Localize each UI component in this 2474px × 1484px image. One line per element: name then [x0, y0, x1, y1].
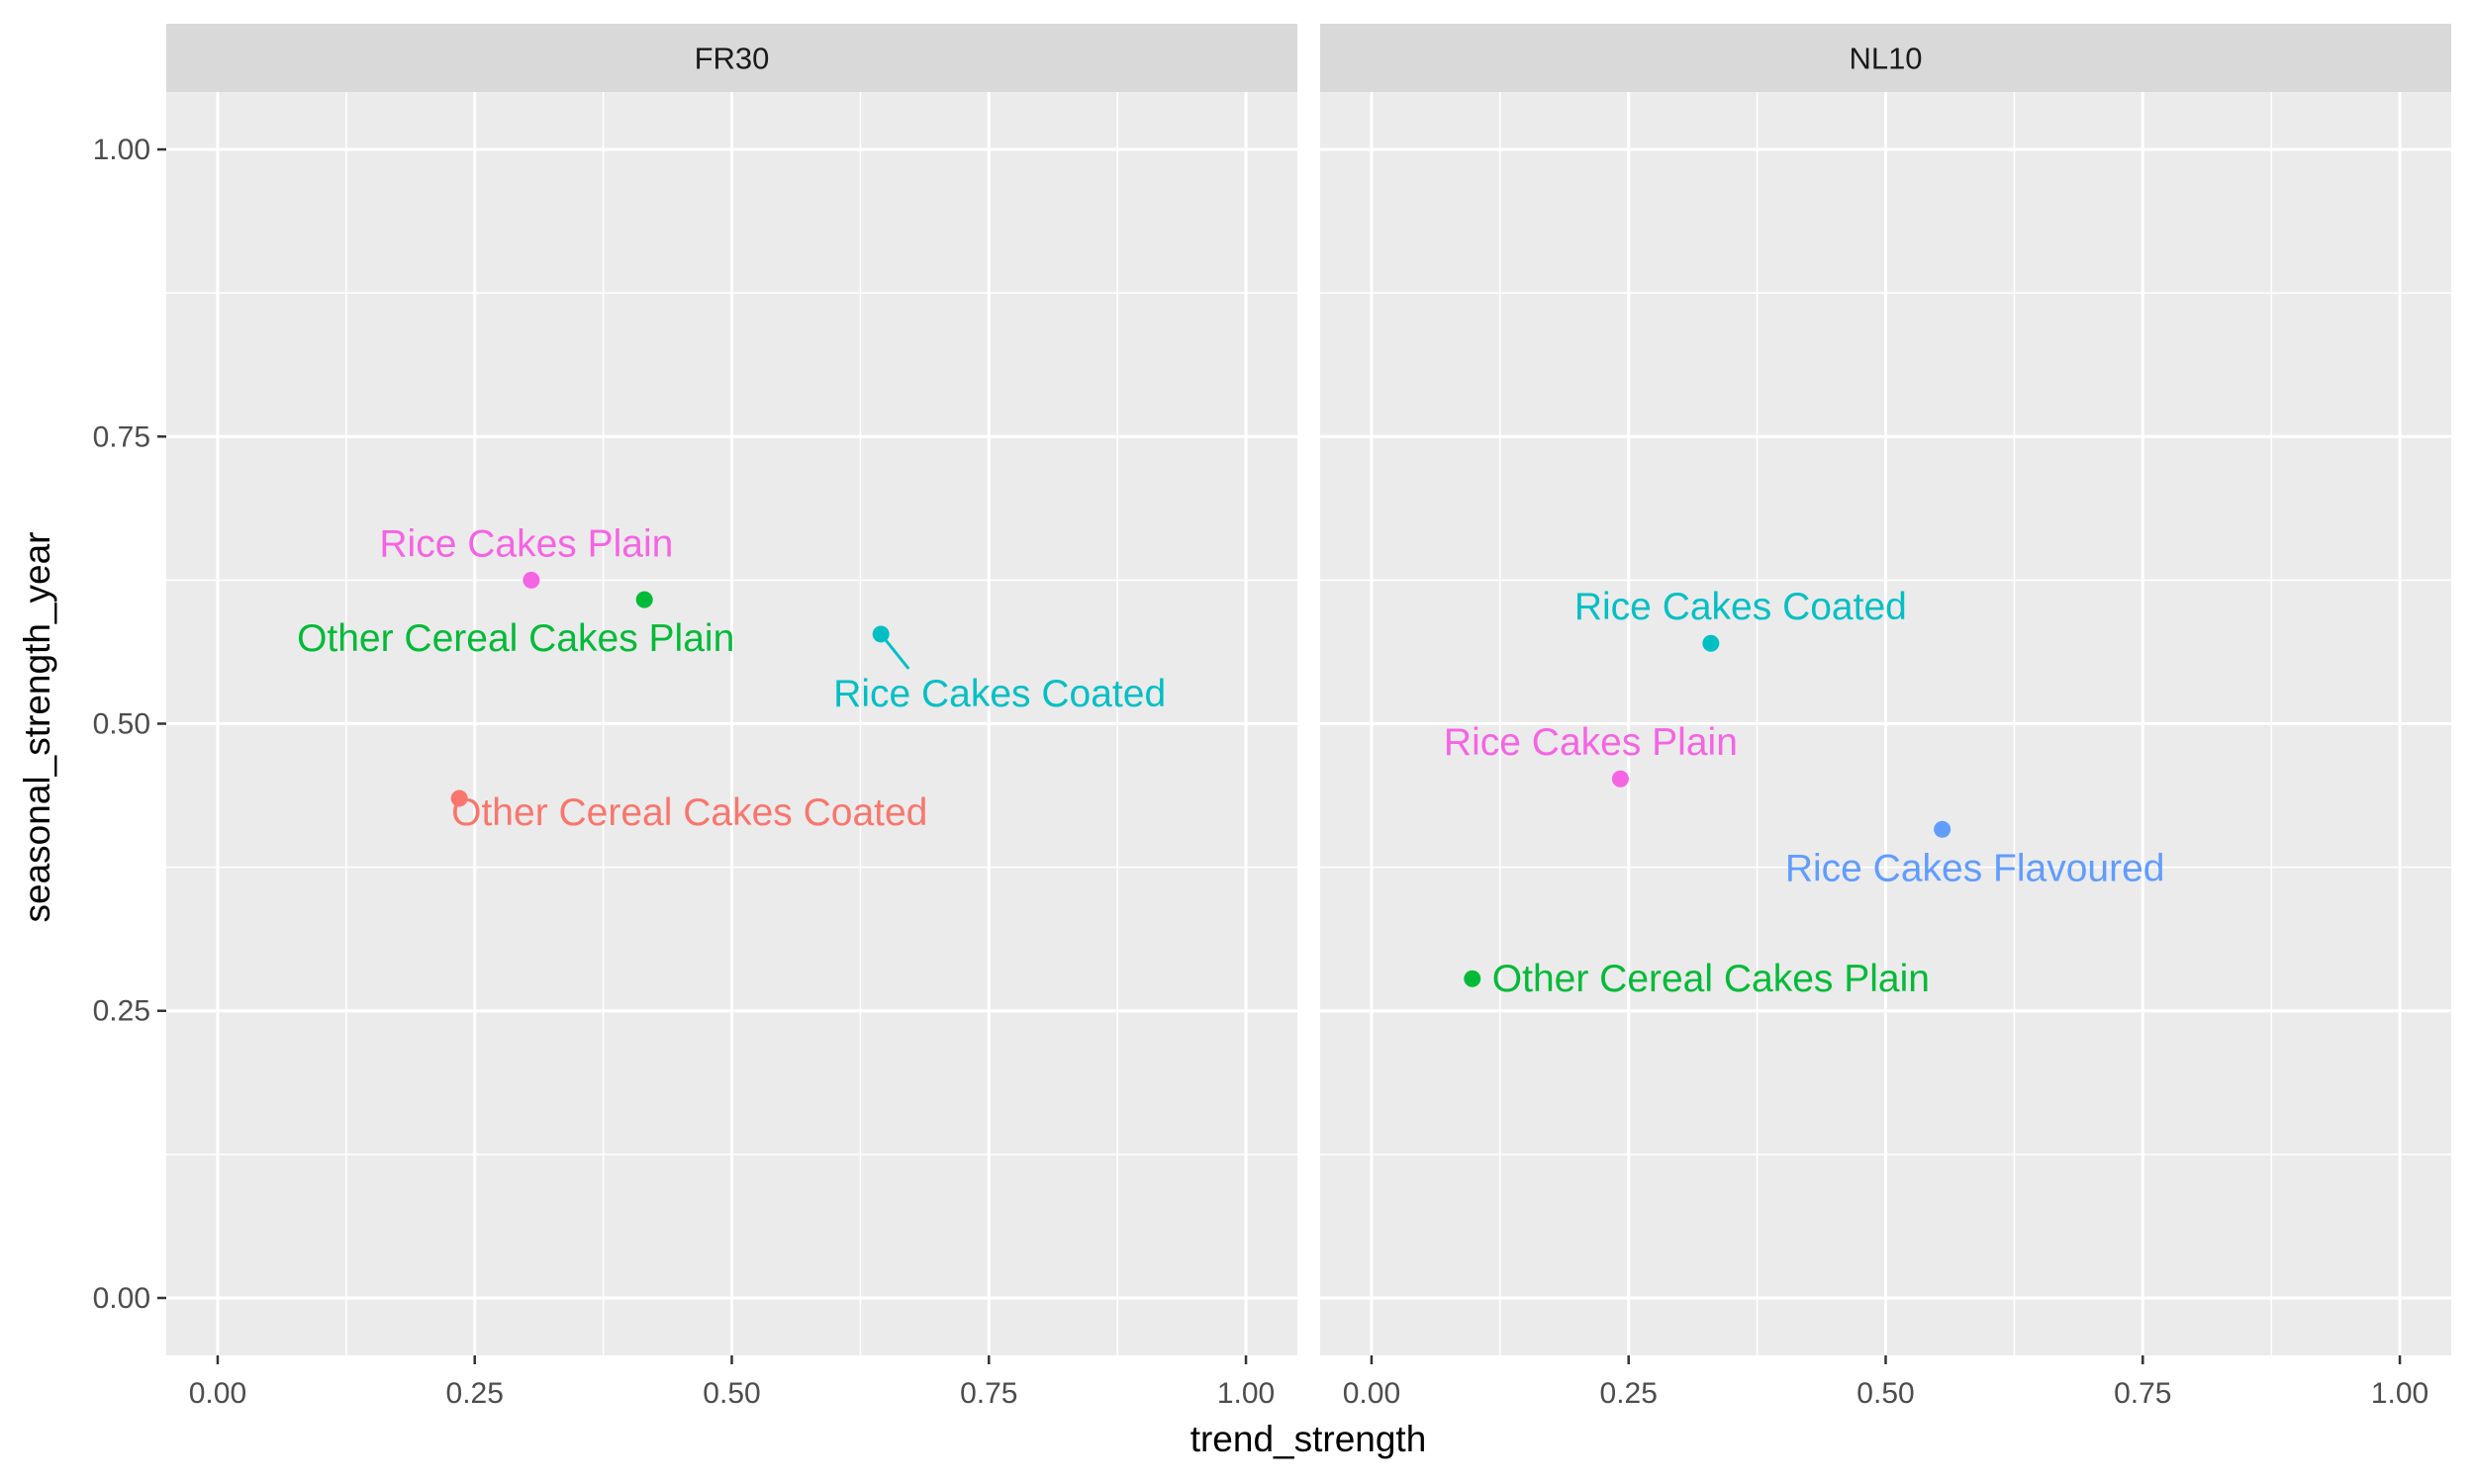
- scatter-point: [1611, 770, 1629, 788]
- scatter-point: [635, 591, 653, 608]
- y-tick-label: 0.25: [93, 995, 150, 1028]
- y-tick-label: 1.00: [93, 134, 150, 166]
- point-label: Other Cereal Cakes Plain: [1492, 958, 1930, 1000]
- x-tick-label: 0.50: [703, 1377, 760, 1410]
- facet-strip-label: FR30: [695, 42, 770, 76]
- x-tick-label: 0.25: [1600, 1377, 1658, 1410]
- x-axis-title: trend_strength: [1190, 1419, 1427, 1459]
- x-tick-label: 0.75: [960, 1377, 1017, 1410]
- point-label: Other Cereal Cakes Coated: [451, 791, 927, 834]
- x-tick-label: 0.50: [1856, 1377, 1914, 1410]
- panel-nl10: NL10 0.00 0.25 0.50 0.75 1.00 Rice Cakes Coate…: [1320, 24, 2451, 1410]
- point-label: Rice Cakes Plain: [379, 522, 673, 565]
- panels-layer: FR30 0.00 0.25 0.50 0.75 1.00 0.00 0.25 0.50 0.75…: [93, 24, 2451, 1410]
- y-tick-label: 0.75: [93, 420, 150, 453]
- y-tick-label: 0.00: [93, 1282, 150, 1315]
- scatter-point: [1464, 970, 1481, 987]
- scatter-point: [1934, 820, 1951, 838]
- y-tick-label: 0.50: [93, 708, 150, 741]
- x-tick-label: 0.00: [189, 1377, 246, 1410]
- point-label: Rice Cakes Coated: [1574, 586, 1907, 628]
- point-label: Rice Cakes Plain: [1444, 721, 1738, 764]
- facet-strip-label: NL10: [1849, 42, 1922, 76]
- x-tick-label: 1.00: [1217, 1377, 1275, 1410]
- facet-strip: [1320, 24, 2451, 92]
- x-tick-label: 0.25: [446, 1377, 504, 1410]
- panel-fr30: FR30 0.00 0.25 0.50 0.75 1.00 0.00 0.25 0.50 0.75…: [93, 24, 1297, 1410]
- facet-strip: [166, 24, 1297, 92]
- scatter-point: [1702, 634, 1720, 652]
- x-tick-label: 0.00: [1343, 1377, 1400, 1410]
- x-tick-label: 1.00: [2371, 1377, 2428, 1410]
- scatter-point: [450, 789, 468, 807]
- point-label: Other Cereal Cakes Plain: [297, 617, 734, 660]
- scatter-point: [523, 571, 540, 589]
- point-label: Rice Cakes Coated: [833, 673, 1166, 715]
- scatter-point: [872, 625, 890, 643]
- point-label: Rice Cakes Flavoured: [1785, 847, 2165, 889]
- x-tick-label: 0.75: [2114, 1377, 2171, 1410]
- y-axis-title: seasonal_strength_year: [17, 532, 57, 923]
